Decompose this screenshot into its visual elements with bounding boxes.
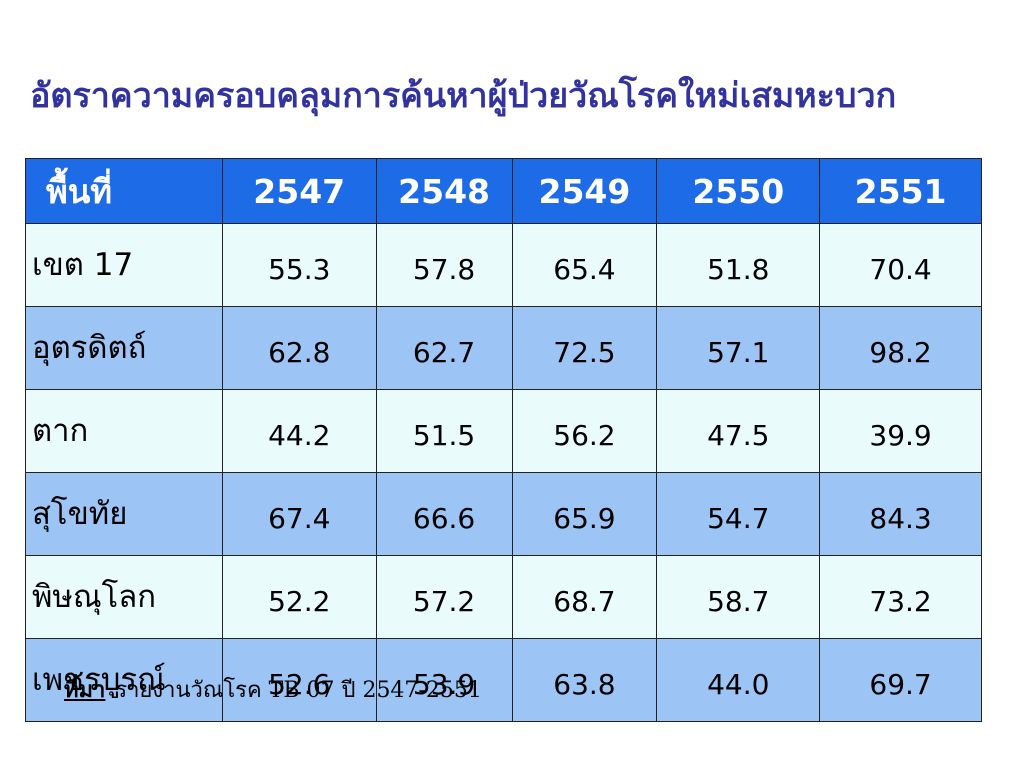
value-cell: 57.1 <box>656 306 821 390</box>
value-cell: 47.5 <box>656 389 821 473</box>
title: อัตราความครอบคลุมการค้นหาผู้ป่วยวัณโรคให… <box>30 76 897 116</box>
value-cell: 63.8 <box>511 638 658 722</box>
header-cell: 2549 <box>511 158 658 224</box>
header-cell: พื้นที่ <box>25 158 223 224</box>
value-cell: 55.3 <box>221 223 377 307</box>
table-row: ตาก 44.2 51.5 56.2 47.5 39.9 <box>25 389 982 473</box>
value-cell: 51.8 <box>656 223 821 307</box>
value-cell: 68.7 <box>511 555 658 639</box>
area-cell: เพชรบูรณ์ <box>25 638 223 722</box>
source-text: รายงานวัณโรค TB 07 ปี 2547-2551 <box>115 678 482 703</box>
header-cell: 2548 <box>375 158 513 224</box>
area-cell: สุโขทัย <box>25 472 223 556</box>
value-cell: 72.5 <box>511 306 658 390</box>
value-cell: 69.7 <box>819 638 982 722</box>
table-row: พิษณุโลก 52.2 57.2 68.7 58.7 73.2 <box>25 555 982 639</box>
value-cell: 66.6 <box>375 472 513 556</box>
header-cell: 2550 <box>656 158 821 224</box>
value-cell: 73.2 <box>819 555 982 639</box>
area-cell: อุตรดิตถ์ <box>25 306 223 390</box>
header-cell: 2547 <box>221 158 377 224</box>
source: ที่มา รายงานวัณโรค TB 07 ปี 2547-2551 <box>64 672 482 707</box>
value-cell: 84.3 <box>819 472 982 556</box>
value-cell: 98.2 <box>819 306 982 390</box>
value-cell: 51.5 <box>375 389 513 473</box>
data-table: พื้นที่ 2547 2548 2549 2550 2551 เขต 17 55.3 57… <box>25 158 982 722</box>
value-cell: 65.9 <box>511 472 658 556</box>
value-cell: 39.9 <box>819 389 982 473</box>
value-cell: 44.0 <box>656 638 821 722</box>
area-cell: ตาก <box>25 389 223 473</box>
table-row: เพชรบูรณ์ 52.6 53.9 63.8 44.0 69.7 <box>25 638 982 722</box>
value-cell: 62.8 <box>221 306 377 390</box>
area-cell: พิษณุโลก <box>25 555 223 639</box>
header-row: พื้นที่ 2547 2548 2549 2550 2551 <box>25 158 982 224</box>
value-cell: 62.7 <box>375 306 513 390</box>
value-cell: 58.7 <box>656 555 821 639</box>
area-cell: เขต 17 <box>25 223 223 307</box>
table-row: อุตรดิตถ์ 62.8 62.7 72.5 57.1 98.2 <box>25 306 982 390</box>
value-cell: 53.9 <box>375 638 513 722</box>
table-row: สุโขทัย 67.4 66.6 65.9 54.7 84.3 <box>25 472 982 556</box>
value-cell: 44.2 <box>221 389 377 473</box>
value-cell: 54.7 <box>656 472 821 556</box>
value-cell: 65.4 <box>511 223 658 307</box>
value-cell: 57.2 <box>375 555 513 639</box>
value-cell: 52.2 <box>221 555 377 639</box>
value-cell: 70.4 <box>819 223 982 307</box>
header-cell: 2551 <box>819 158 982 224</box>
value-cell: 56.2 <box>511 389 658 473</box>
source-label: ที่มา <box>64 677 106 703</box>
table-row: เขต 17 55.3 57.8 65.4 51.8 70.4 <box>25 223 982 307</box>
value-cell: 57.8 <box>375 223 513 307</box>
value-cell: 67.4 <box>221 472 377 556</box>
